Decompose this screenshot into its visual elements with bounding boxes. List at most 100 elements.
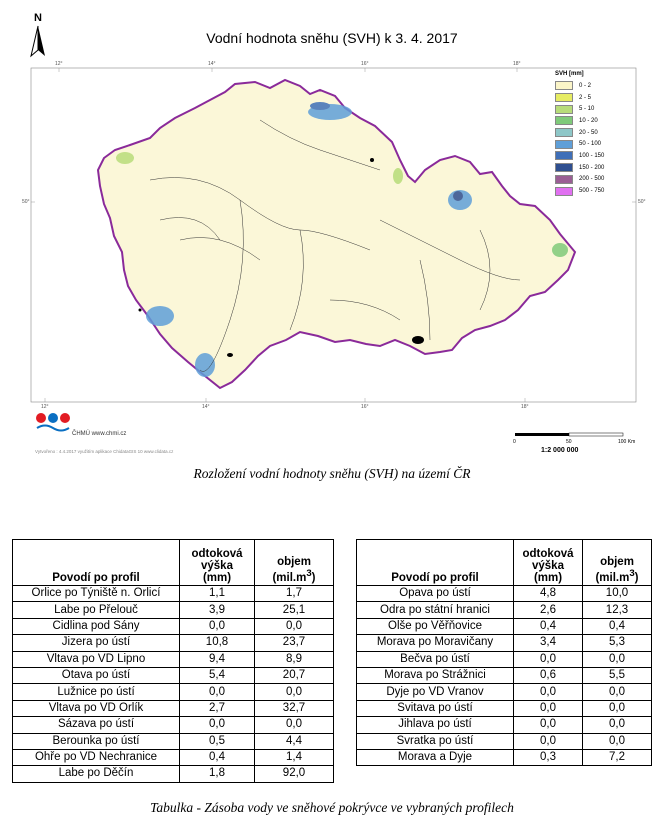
- map-figure: N Vodní hodnota sněhu (SVH) k 3. 4. 2017…: [22, 12, 646, 454]
- map-caption: Rozložení vodní hodnoty sněhu (SVH) na ú…: [193, 466, 471, 481]
- legend-label: 20 - 50: [579, 129, 598, 136]
- runoff-cell: 0,0: [179, 716, 255, 734]
- legend-label: 10 - 20: [579, 117, 598, 124]
- table-row: Vltava po VD Orlík 2,7 32,7: [12, 699, 334, 718]
- legend-item: 20 - 50: [555, 127, 635, 139]
- table-header-row: Povodí po profil odtoková výška (mm) obj…: [12, 539, 334, 586]
- legend-label: 0 - 2: [579, 82, 592, 89]
- profile-name-cell: Labe po Přelouč: [12, 601, 180, 619]
- table-row: Olše po Věřňovice 0,4 0,4: [356, 617, 652, 636]
- legend-title: SVH [mm]: [555, 71, 584, 77]
- table-row: Cidlina pod Sány 0,0 0,0: [12, 617, 334, 636]
- legend-swatch: [555, 116, 573, 126]
- table-row: Otava po ústí 5,4 20,7: [12, 666, 334, 685]
- volume-cell: 0,4: [582, 617, 652, 636]
- tick-bottom-16: 16°: [361, 404, 369, 410]
- tick-top-14: 14°: [208, 61, 216, 67]
- runoff-cell: 0,0: [513, 716, 583, 734]
- legend-item: 0 - 2: [555, 80, 635, 92]
- header-runoff-line3: (mm): [533, 572, 563, 584]
- header-runoff-line1: odtoková: [522, 548, 574, 560]
- volume-cell: 10,0: [582, 584, 652, 603]
- table-row: Opava po ústí 4,8 10,0: [356, 584, 652, 603]
- volume-cell: 32,7: [254, 699, 334, 718]
- graticule-ticks: [31, 68, 636, 402]
- volume-cell: 0,0: [582, 683, 652, 701]
- scale-ratio: 1:2 000 000: [541, 447, 579, 454]
- runoff-cell: 0,4: [179, 748, 255, 767]
- table-row: Odra po státní hranici 2,6 12,3: [356, 601, 652, 619]
- volume-cell: 0,0: [582, 699, 652, 718]
- runoff-cell: 10,8: [179, 634, 255, 652]
- profile-name-cell: Morava po Moravičany: [356, 634, 514, 652]
- scale-label-100: 100 Km: [618, 439, 636, 445]
- header-profile: Povodí po profil: [12, 539, 180, 586]
- legend: SVH [mm] 0 - 2 2 - 5 5 - 10 10 - 20 20 - 50 5…: [555, 71, 635, 197]
- header-runoff: odtoková výška (mm): [513, 539, 583, 586]
- header-volume-exp: 3: [306, 568, 312, 580]
- tick-left-50: 50°: [22, 199, 30, 205]
- profile-name-cell: Orlice po Týniště n. Orlicí: [12, 584, 180, 603]
- volume-cell: 1,7: [254, 584, 334, 603]
- country-outline: [96, 78, 577, 390]
- profile-name-cell: Dyje po VD Vranov: [356, 683, 514, 701]
- header-runoff-line1: odtoková: [191, 548, 243, 560]
- profile-name-cell: Morava a Dyje: [356, 748, 514, 767]
- runoff-cell: 0,0: [179, 683, 255, 701]
- legend-swatch: [555, 186, 573, 196]
- volume-cell: 0,0: [582, 650, 652, 668]
- legend-swatch: [555, 128, 573, 138]
- legend-swatch: [555, 104, 573, 114]
- runoff-cell: 0,4: [513, 617, 583, 636]
- profile-name-cell: Svitava po ústí: [356, 699, 514, 718]
- legend-swatch: [555, 151, 573, 161]
- legend-item: 10 - 20: [555, 115, 635, 127]
- legend-label: 150 - 200: [579, 164, 605, 171]
- snow-patches: [116, 102, 568, 377]
- runoff-cell: 2,6: [513, 601, 583, 619]
- map-frame: [30, 67, 637, 403]
- header-volume: objem (mil.m3): [254, 539, 334, 586]
- runoff-cell: 1,1: [179, 584, 255, 603]
- table-row: Bečva po ústí 0,0 0,0: [356, 650, 652, 668]
- profile-name-cell: Cidlina pod Sány: [12, 617, 180, 636]
- table-caption: Tabulka - Zásoba vody ve sněhové pokrývc…: [150, 800, 514, 815]
- runoff-cell: 0,6: [513, 666, 583, 685]
- runoff-cell: 0,0: [513, 650, 583, 668]
- volume-cell: 25,1: [254, 601, 334, 619]
- north-label: N: [34, 12, 42, 24]
- table-row: Svitava po ústí 0,0 0,0: [356, 699, 652, 718]
- volume-cell: 8,9: [254, 650, 334, 668]
- legend-label: 100 - 150: [579, 152, 605, 159]
- legend-swatch: [555, 163, 573, 173]
- profile-name-cell: Morava po Strážnici: [356, 666, 514, 685]
- profile-name-cell: Ohře po VD Nechranice: [12, 748, 180, 767]
- runoff-cell: 0,0: [513, 699, 583, 718]
- table-row: Svratka po ústí 0,0 0,0: [356, 732, 652, 750]
- table-right: Povodí po profil odtoková výška (mm) obj…: [356, 539, 652, 767]
- profile-name-cell: Labe po Děčín: [12, 765, 180, 783]
- profile-name-cell: Jihlava po ústí: [356, 716, 514, 734]
- table-row: Labe po Děčín 1,8 92,0: [12, 765, 334, 783]
- profile-name-cell: Berounka po ústí: [12, 732, 180, 750]
- volume-cell: 0,0: [254, 617, 334, 636]
- runoff-cell: 0,0: [513, 732, 583, 750]
- volume-cell: 92,0: [254, 765, 334, 783]
- north-arrow-icon: [30, 25, 45, 58]
- header-volume-line1: objem: [600, 556, 634, 569]
- profile-name-cell: Bečva po ústí: [356, 650, 514, 668]
- header-runoff-line2: výška: [532, 560, 564, 572]
- volume-cell: 0,0: [254, 716, 334, 734]
- table-left: Povodí po profil odtoková výška (mm) obj…: [12, 539, 334, 783]
- legend-item: 200 - 500: [555, 174, 635, 186]
- profile-name-cell: Lužnice po ústí: [12, 683, 180, 701]
- legend-swatch: [555, 93, 573, 103]
- legend-item: 100 - 150: [555, 150, 635, 162]
- legend-item: 500 - 750: [555, 185, 635, 197]
- rivers: [149, 119, 521, 372]
- profile-name-cell: Jizera po ústí: [12, 634, 180, 652]
- volume-cell: 7,2: [582, 748, 652, 767]
- legend-label: 50 - 100: [579, 141, 602, 148]
- tick-bottom-18: 18°: [521, 404, 529, 410]
- table-row: Ohře po VD Nechranice 0,4 1,4: [12, 748, 334, 767]
